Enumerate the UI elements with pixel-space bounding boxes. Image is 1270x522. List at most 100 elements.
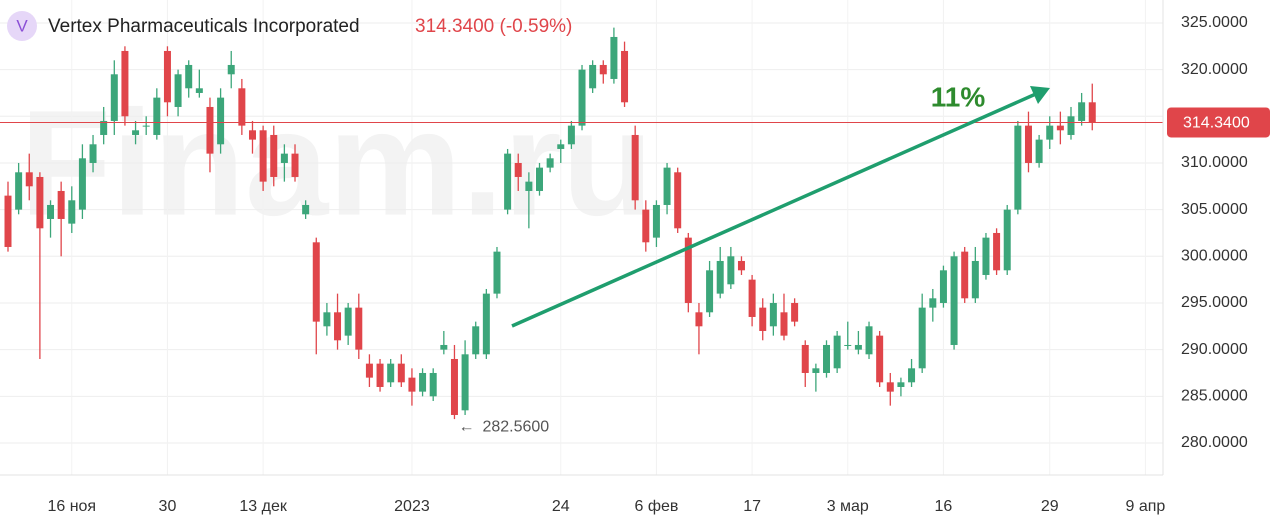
candle-body [791,302,799,322]
low-marker-label: 282.5600 [482,418,549,435]
x-tick-label: 16 [935,498,953,515]
candle-body [695,312,703,327]
candle-body [674,172,682,229]
candle-body [950,256,958,345]
candle-body [737,260,745,271]
candle-body [642,209,650,243]
candle-body [110,74,118,121]
candle-body [1024,125,1032,163]
candle-body [334,312,342,341]
candle-body [557,144,565,149]
candle-body [578,69,586,126]
candle-body [652,204,660,238]
candle-body [929,298,937,308]
candle-body [631,134,639,201]
x-tick-label: 9 апр [1126,498,1166,515]
candle-body [812,368,820,373]
x-tick-label: 17 [743,498,761,515]
candle-body [163,50,171,103]
candle-body [886,382,894,392]
candle-body [302,204,310,215]
candle-body [376,363,384,387]
candle-body [897,382,905,387]
last-price-label: 314.3400 [1183,115,1250,132]
symbol-letter: V [16,16,28,35]
candle-body [993,232,1001,271]
last-price-box [1167,107,1270,138]
x-tick-label: 29 [1041,498,1059,515]
y-tick-label: 300.0000 [1181,248,1248,265]
x-tick-label: 13 дек [239,498,287,515]
candle-body [387,363,395,383]
symbol-icon [7,11,37,41]
candle-body [1046,125,1054,140]
candle-body [876,335,884,383]
candle-body [450,358,458,415]
candle-body [610,36,618,79]
candle-body [961,251,969,299]
candle-body [769,302,777,327]
candle-body [248,130,256,140]
candle-body [1067,116,1075,135]
candle-body [440,344,448,350]
instrument-name: Vertex Pharmaceuticals Incorporated [48,16,360,37]
candle-body [15,172,23,210]
candle-body [36,176,44,229]
trend-arrowhead [1030,86,1050,104]
candle-body [174,74,182,107]
candle-body [823,344,831,373]
candle-body [599,64,607,75]
x-tick-label: 3 мар [827,498,869,515]
candle-body [514,162,522,177]
candle-body [291,153,299,177]
candle-body [525,181,533,191]
candle-body [365,363,373,378]
candle-body [716,260,724,294]
candle-body [482,293,490,355]
candle-body [397,363,405,383]
y-tick-label: 290.0000 [1181,341,1248,358]
candle-body [1088,102,1096,123]
candle-body [567,125,575,145]
candle-body [589,64,597,89]
candle-body [132,130,140,135]
candle-body [217,97,225,145]
candle-body [206,106,214,154]
candle-body [355,307,363,350]
x-tick-label: 6 фев [634,498,678,515]
candle-body [1035,139,1043,163]
y-tick-label: 325.0000 [1181,14,1248,31]
candle-body [1014,125,1022,210]
y-tick-label: 285.0000 [1181,388,1248,405]
candle-body [142,125,150,127]
candle-body [78,158,86,210]
candle-body [727,256,735,285]
candle-body [100,120,108,135]
candle-body [684,237,692,303]
candle-body [185,64,193,89]
y-tick-label: 320.0000 [1181,61,1248,78]
candle-body [504,153,512,210]
x-tick-label: 24 [552,498,570,515]
candle-body [621,50,629,103]
candle-body [493,251,501,294]
candle-body [982,237,990,275]
candle-body [706,270,714,313]
candle-body [472,326,480,355]
candle-body [408,377,416,392]
candle-body [1056,125,1064,131]
candle-body [57,190,65,219]
x-tick-label: 16 ноя [47,498,96,515]
candle-body [270,134,278,177]
candle-body [344,307,352,336]
candle-body [323,312,331,327]
candle-body [259,130,267,182]
low-marker-arrow: ← [458,418,474,435]
candle-body [280,153,288,163]
y-tick-label: 310.0000 [1181,154,1248,171]
candle-body [971,260,979,299]
candle-body [195,88,203,93]
quote: 314.3400 (-0.59%) [415,16,572,37]
candle-body [918,307,926,369]
